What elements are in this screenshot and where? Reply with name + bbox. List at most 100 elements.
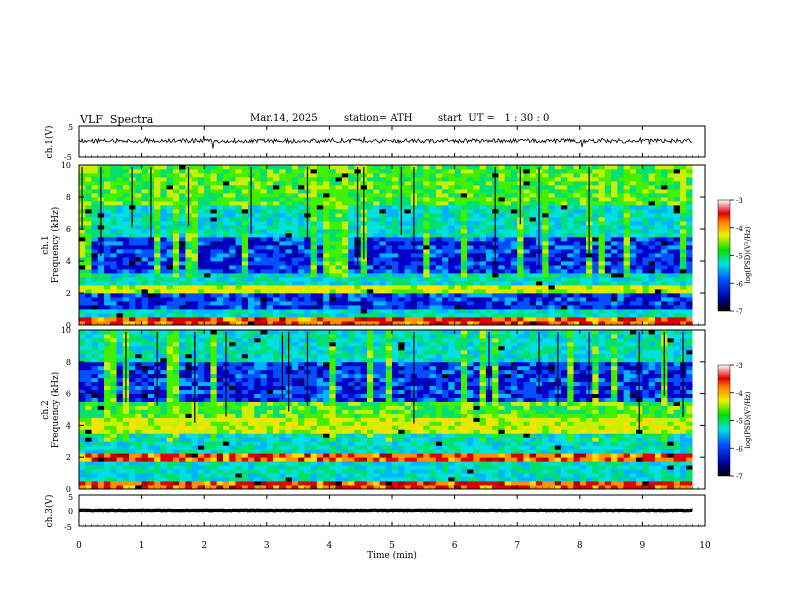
spectrogram-cell: [241, 281, 249, 286]
ch1-colorbar-label: log(PSD)(V²/Hz): [744, 226, 752, 283]
spectrogram-cell: [523, 221, 531, 226]
spectrogram-cell: [504, 193, 512, 198]
spectrogram-cell: [85, 425, 92, 430]
spectrogram-cell: [197, 189, 205, 194]
spectrogram-cell: [348, 273, 355, 278]
spectrogram-cell: [661, 305, 668, 310]
spectrogram-cell: [291, 313, 299, 318]
spectrogram-cell: [122, 237, 130, 242]
spectrogram-cell: [291, 229, 299, 234]
spectrogram-cell: [172, 381, 180, 387]
spectrogram-cell: [85, 221, 92, 226]
spectrogram-cell: [104, 445, 111, 450]
spectrogram-cell: [661, 205, 668, 210]
spectrogram-burst-line: [400, 167, 402, 236]
spectrogram-cell: [517, 281, 524, 286]
spectrogram-cell: [410, 289, 418, 294]
spectrogram-cell: [679, 273, 687, 278]
spectrogram-cell: [661, 321, 668, 326]
spectrogram-cell: [97, 309, 105, 314]
spectrogram-cell: [611, 241, 618, 246]
spectrogram-cell: [79, 433, 86, 438]
spectrogram-cell: [91, 337, 99, 343]
spectrogram-cell: [85, 281, 92, 286]
spectrogram-cell: [191, 245, 199, 250]
spectrogram-cell: [448, 193, 455, 198]
spectrogram-cell: [654, 265, 662, 270]
spectrogram-cell: [335, 217, 343, 222]
spectrogram-cell: [354, 309, 362, 314]
spectrogram-cell: [97, 333, 105, 339]
spectrogram-cell: [373, 273, 380, 278]
spectrogram-cell: [160, 313, 168, 318]
spectrogram-cell: [629, 181, 637, 186]
spectrogram-cell: [442, 233, 449, 238]
spectrogram-cell: [623, 281, 631, 286]
spectrogram-cell: [166, 369, 174, 375]
spectrogram-cell: [316, 313, 324, 318]
spectrogram-cell: [485, 189, 493, 194]
spectrogram-cell: [535, 289, 543, 294]
spectrogram-cell: [529, 257, 537, 262]
spectrogram-cell: [129, 257, 136, 262]
spectrogram-cell: [235, 253, 243, 258]
spectrogram-cell: [636, 169, 643, 174]
spectrogram-cell: [91, 433, 99, 438]
ch1-spectrogram-cells: [79, 165, 705, 326]
spectrogram-cell: [210, 189, 218, 194]
spectrogram-cell: [110, 189, 117, 194]
spectrogram-cell: [279, 189, 286, 194]
spectrogram-cell: [79, 249, 86, 254]
spectrogram-cell: [642, 165, 650, 170]
spectrogram-cell: [129, 369, 136, 375]
spectrogram-cell: [479, 293, 487, 298]
spectrogram-cell: [592, 225, 599, 230]
spectrogram-cell: [467, 181, 474, 186]
spectrogram-cell: [623, 305, 631, 310]
spectrogram-cell: [104, 393, 111, 398]
spectrogram-cell: [417, 197, 424, 202]
spectrogram-cell: [222, 321, 230, 326]
spectrogram-cell: [392, 225, 399, 230]
spectrogram-cell: [648, 293, 656, 298]
spectrogram-cell: [561, 213, 568, 218]
spectrogram-cell: [573, 269, 581, 274]
spectrogram-cell: [166, 197, 174, 202]
spectrogram-cell: [529, 201, 537, 206]
spectrogram-cell: [673, 229, 681, 234]
spectrogram-cell: [429, 181, 437, 186]
spectrogram-cell: [116, 437, 124, 442]
spectrogram-cell: [216, 233, 224, 238]
spectrogram-cell: [285, 281, 293, 286]
spectrogram-cell: [172, 461, 180, 466]
spectrogram-cell: [542, 177, 549, 182]
spectrogram-cell: [85, 365, 92, 371]
spectrogram-cell: [135, 217, 142, 222]
spectrogram-cell: [141, 361, 149, 367]
spectrogram-cell: [360, 261, 368, 266]
spectrogram-cell: [204, 313, 211, 318]
spectrogram-cell: [623, 317, 631, 322]
spectrogram-cell: [116, 405, 124, 410]
spectrogram-cell: [335, 293, 343, 298]
spectrogram-cell: [122, 293, 130, 298]
spectrogram-cell: [611, 277, 618, 282]
spectrogram-cell: [567, 253, 574, 258]
spectrogram-cell: [179, 405, 186, 410]
spectrogram-cell: [642, 253, 650, 258]
spectrogram-cell: [166, 185, 174, 190]
spectrogram-cell: [285, 189, 293, 194]
spectrogram-cell: [166, 181, 174, 186]
spectrogram-cell: [122, 201, 130, 206]
spectrogram-cell: [147, 337, 155, 343]
spectrogram-cell: [611, 321, 618, 326]
spectrogram-cell: [629, 229, 637, 234]
spectrogram-cell: [329, 253, 337, 258]
spectrogram-cell: [116, 297, 124, 302]
spectrogram-cell: [523, 281, 531, 286]
spectrogram-cell: [366, 297, 374, 302]
spectrogram-cell: [629, 257, 637, 262]
spectrogram-cell: [222, 281, 230, 286]
spectrogram-cell: [104, 437, 111, 442]
spectrogram-cell: [204, 209, 211, 214]
